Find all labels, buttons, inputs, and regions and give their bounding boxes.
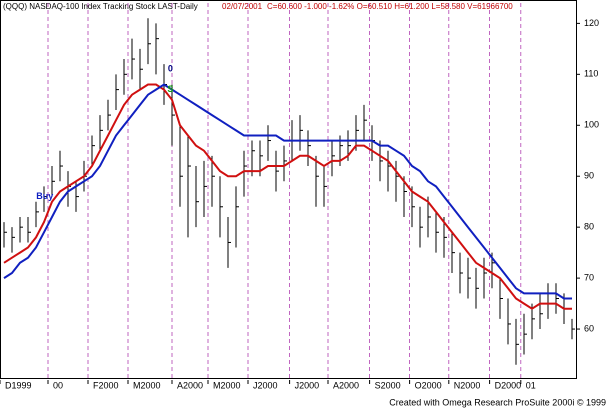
header: (QQQ) NASDAQ-100 Index Tracking Stock LA…	[1, 1, 513, 13]
x-tick-label: S2000	[375, 380, 401, 390]
x-tick-label: J2000	[253, 380, 278, 390]
y-tick-label: 110	[584, 69, 598, 79]
x-tick-label: O2000	[415, 380, 442, 390]
x-tick-label: 01	[526, 380, 536, 390]
x-tick-label: 00	[53, 380, 63, 390]
y-tick-label: 80	[584, 222, 594, 232]
x-tick-label: M2000	[133, 380, 161, 390]
x-tick-label: A2000	[333, 380, 359, 390]
x-tick-label: D2000	[495, 380, 522, 390]
y-tick-label: 70	[584, 272, 594, 282]
annotation: S	[167, 84, 173, 94]
x-tick-label: D1999	[5, 380, 32, 390]
y-tick-label: 100	[584, 120, 599, 130]
annotation: 0	[168, 64, 173, 74]
x-tick-label: F2000	[93, 380, 119, 390]
footer: Created with Omega Research ProSuite 200…	[389, 397, 606, 407]
quote: C=60.600 -1.000 -1.62% O=60.510 H=61.200…	[267, 2, 513, 11]
annotation: Buy	[36, 191, 53, 201]
y-tick-label: 90	[584, 171, 594, 181]
chart-title: (QQQ) NASDAQ-100 Index Tracking Stock LA…	[3, 2, 198, 11]
plot-frame	[0, 0, 577, 379]
header-bg	[1, 1, 441, 13]
x-tick-label: N2000	[454, 380, 481, 390]
x-tick-label: J2000	[295, 380, 320, 390]
moving-average	[3, 83, 572, 310]
x-tick-label: M2000	[213, 380, 241, 390]
y-tick-label: 60	[584, 323, 594, 333]
moving-average	[3, 83, 572, 300]
x-tick-label: A2000	[177, 380, 203, 390]
y-tick-label: 120	[584, 18, 599, 28]
quote-date: 02/07/2001	[222, 2, 263, 11]
